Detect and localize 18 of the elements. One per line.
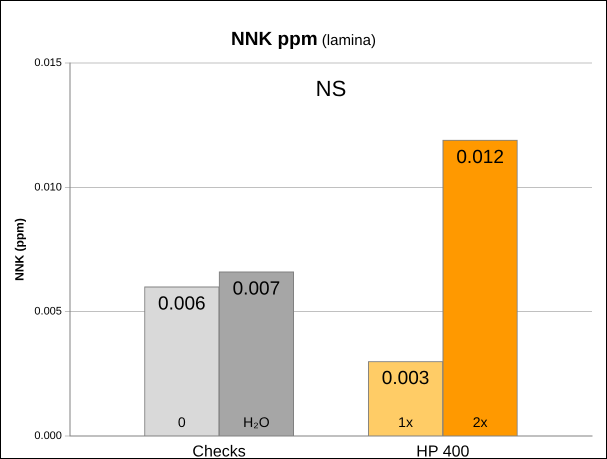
x-tick-label: 0 [178, 414, 186, 430]
data-label: 0.007 [232, 278, 280, 300]
data-label: 0.003 [382, 368, 430, 390]
text: Checks [192, 443, 246, 459]
y-tick-label: 0.000 [34, 430, 62, 442]
x-tick-label: 1x [398, 414, 413, 430]
y-axis-title: NNK (ppm) [12, 218, 27, 281]
chart-title: NNK ppm [231, 29, 318, 50]
y-tick-label: 0.005 [34, 306, 62, 318]
annotation: NS [316, 76, 346, 102]
chart-subtitle: (lamina) [318, 32, 376, 49]
x-tick-label: H₂O [243, 414, 270, 430]
x-tick-label: 2x [472, 414, 488, 430]
data-label: 0.006 [158, 294, 206, 315]
y-tick-label: 0.015 [34, 57, 62, 70]
data-label: 0.012 [456, 146, 504, 168]
y-tick-label: 0.010 [34, 181, 62, 194]
text: HP 400 [416, 443, 470, 459]
